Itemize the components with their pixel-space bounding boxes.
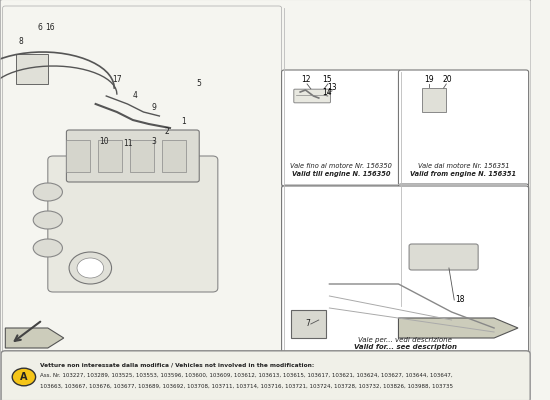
Circle shape <box>77 258 103 278</box>
FancyBboxPatch shape <box>282 70 401 186</box>
Text: 16: 16 <box>46 24 56 32</box>
Bar <box>162 140 186 172</box>
Bar <box>130 140 154 172</box>
Bar <box>422 88 446 112</box>
Text: 15: 15 <box>322 75 332 84</box>
Text: eurospares: eurospares <box>86 130 318 286</box>
FancyBboxPatch shape <box>294 89 331 103</box>
FancyBboxPatch shape <box>48 156 218 292</box>
FancyBboxPatch shape <box>398 184 529 308</box>
Text: 103663, 103667, 103676, 103677, 103689, 103692, 103708, 103711, 103714, 103716, : 103663, 103667, 103676, 103677, 103689, … <box>40 384 453 389</box>
Text: 4: 4 <box>133 92 138 100</box>
Text: 1: 1 <box>181 118 186 126</box>
Bar <box>98 140 122 172</box>
Polygon shape <box>6 328 64 348</box>
Text: 2: 2 <box>165 128 170 136</box>
Text: Valid from engine N. 156351: Valid from engine N. 156351 <box>410 171 516 177</box>
FancyBboxPatch shape <box>67 130 199 182</box>
FancyBboxPatch shape <box>398 70 529 186</box>
Text: a passion for Ferrari since 1982: a passion for Ferrari since 1982 <box>113 205 290 315</box>
Text: Valid till engine N. 156350: Valid till engine N. 156350 <box>292 171 390 177</box>
Text: 3: 3 <box>152 138 157 146</box>
Circle shape <box>12 368 36 386</box>
FancyBboxPatch shape <box>0 0 537 400</box>
Text: 5: 5 <box>197 80 202 88</box>
Text: Vale fino al motore Nr. 156350: Vale fino al motore Nr. 156350 <box>290 163 392 169</box>
Text: 18: 18 <box>455 295 464 304</box>
Text: 9: 9 <box>152 104 157 112</box>
FancyBboxPatch shape <box>3 6 282 356</box>
Text: 19: 19 <box>425 75 434 84</box>
Text: Vetture non interessate dalla modifica / Vehicles not involved in the modificati: Vetture non interessate dalla modifica /… <box>40 363 314 368</box>
Text: 17: 17 <box>112 76 122 84</box>
Text: Vale dal motore Nr. 156351: Vale dal motore Nr. 156351 <box>418 163 509 169</box>
Text: 12: 12 <box>301 75 310 84</box>
Text: 10: 10 <box>99 138 108 146</box>
Bar <box>291 310 326 338</box>
Ellipse shape <box>33 239 63 257</box>
Circle shape <box>69 252 112 284</box>
FancyBboxPatch shape <box>409 244 478 270</box>
Bar <box>16 54 48 84</box>
Bar <box>67 140 90 172</box>
Text: Valid for... see description: Valid for... see description <box>354 344 456 350</box>
Text: A: A <box>20 372 28 382</box>
FancyBboxPatch shape <box>282 186 529 354</box>
FancyBboxPatch shape <box>1 351 530 400</box>
Ellipse shape <box>33 211 63 229</box>
Text: 6: 6 <box>37 23 42 32</box>
Text: 11: 11 <box>123 140 132 148</box>
Text: Vale per... vedi descrizione: Vale per... vedi descrizione <box>358 337 452 343</box>
Text: Ass. Nr. 103227, 103289, 103525, 103553, 103596, 103600, 103609, 103612, 103613,: Ass. Nr. 103227, 103289, 103525, 103553,… <box>40 373 453 378</box>
Text: 13: 13 <box>327 83 337 92</box>
Text: 20: 20 <box>443 75 452 84</box>
Text: 7: 7 <box>306 319 311 328</box>
Ellipse shape <box>33 183 63 201</box>
Text: 14: 14 <box>322 88 332 97</box>
Text: 8: 8 <box>19 38 24 46</box>
Polygon shape <box>398 318 518 338</box>
